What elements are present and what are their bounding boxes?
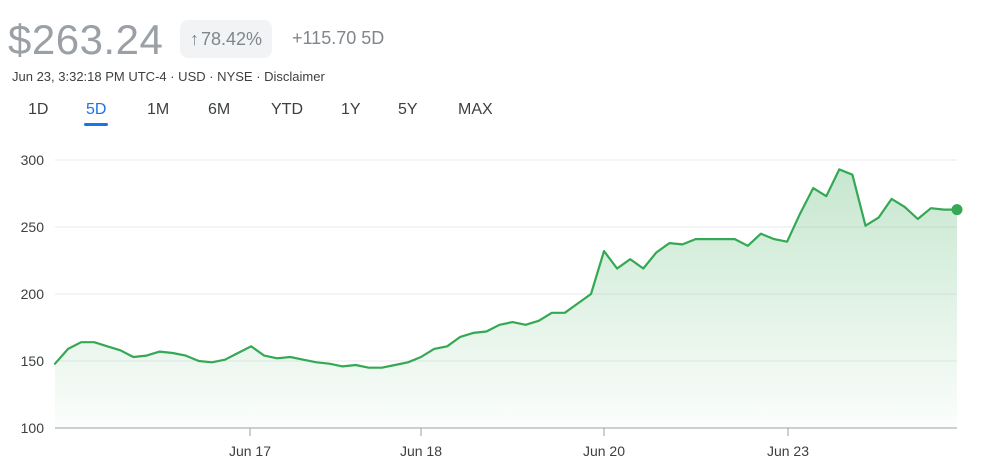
tab-max[interactable]: MAX <box>458 101 493 118</box>
x-tick-label: Jun 20 <box>583 443 625 459</box>
tab-5d[interactable]: 5D <box>83 98 109 126</box>
tab-1m[interactable]: 1M <box>147 101 170 118</box>
y-tick-label: 150 <box>21 353 45 369</box>
last-price-marker[interactable] <box>951 204 963 216</box>
percent-change-badge: ↑ 78.42% <box>180 20 273 58</box>
x-axis-ticks <box>249 428 789 436</box>
tab-ytd[interactable]: YTD <box>271 101 303 118</box>
price-line <box>53 168 959 369</box>
price-area-fill <box>55 169 957 428</box>
x-axis-labels: Jun 17 Jun 18 Jun 20 Jun 23 <box>229 443 809 459</box>
percent-change-value: 78.42% <box>201 28 263 49</box>
quote-meta-info: Jun 23, 3:32:18 PM UTC-4 · USD · NYSE · … <box>12 69 325 84</box>
absolute-change: +115.70 5D <box>292 28 385 48</box>
y-tick-label: 300 <box>21 152 45 168</box>
tab-1y[interactable]: 1Y <box>341 101 361 118</box>
tab-5y[interactable]: 5Y <box>398 101 418 118</box>
y-tick-label: 100 <box>21 420 45 436</box>
tab-1d[interactable]: 1D <box>28 101 49 118</box>
x-tick-label: Jun 17 <box>229 443 271 459</box>
stock-price: $263.24 <box>8 16 164 63</box>
arrow-up-icon: ↑ <box>190 28 199 49</box>
y-tick-label: 250 <box>21 219 45 235</box>
tab-6m[interactable]: 6M <box>208 101 231 118</box>
x-tick-label: Jun 18 <box>400 443 442 459</box>
x-tick-label: Jun 23 <box>767 443 809 459</box>
y-tick-label: 200 <box>21 286 45 302</box>
y-axis-labels: 300 250 200 150 100 <box>21 152 45 436</box>
